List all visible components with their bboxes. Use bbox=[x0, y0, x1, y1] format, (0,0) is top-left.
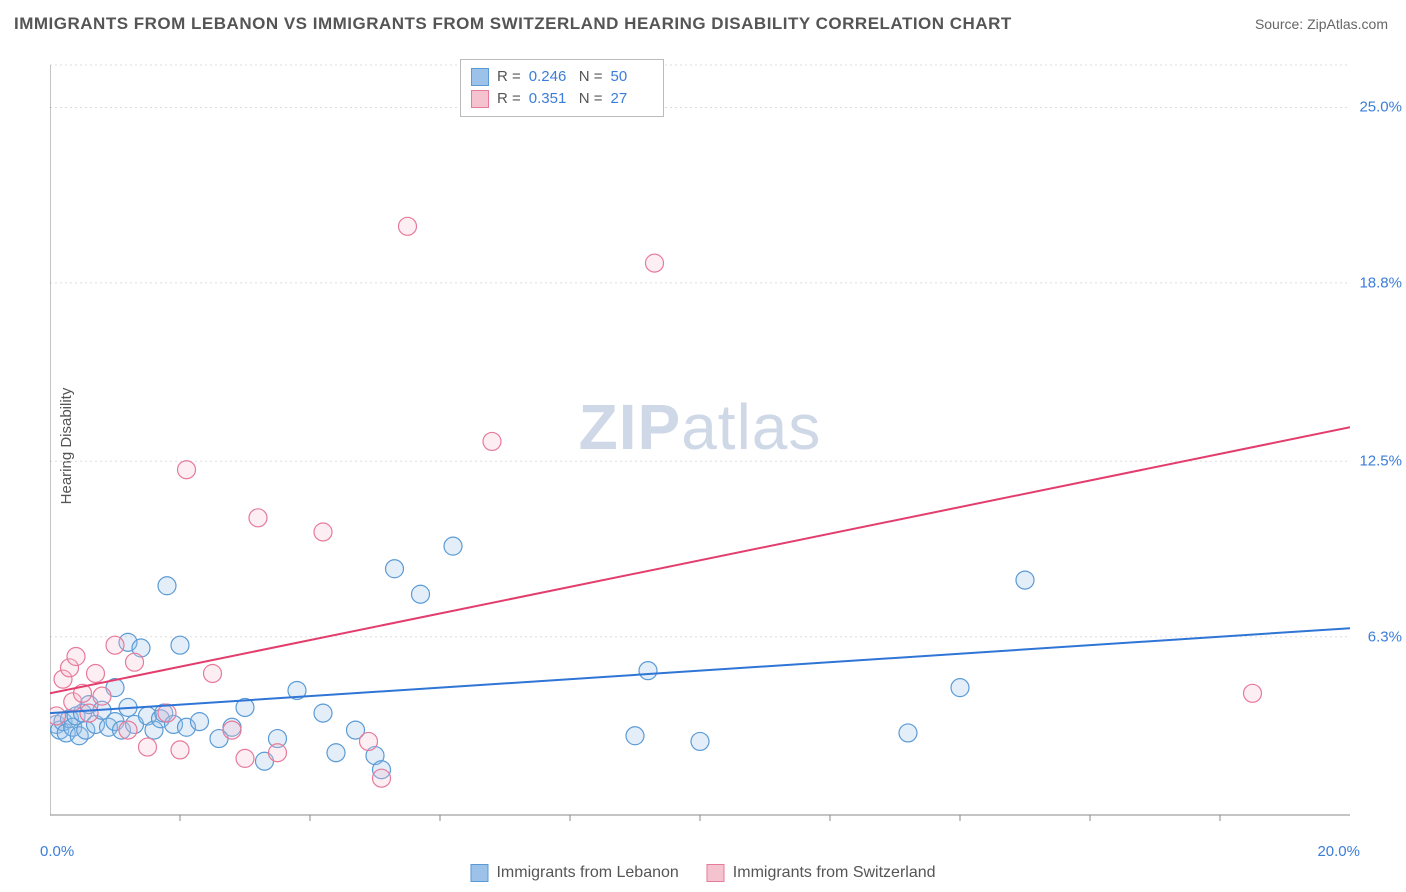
legend-swatch bbox=[470, 864, 488, 882]
legend-r-value: 0.246 bbox=[529, 66, 571, 88]
legend-swatch bbox=[471, 68, 489, 86]
legend-n-value: 50 bbox=[611, 66, 653, 88]
y-tick-label: 18.8% bbox=[1359, 274, 1402, 291]
legend-n-value: 27 bbox=[611, 88, 653, 110]
source-attribution: Source: ZipAtlas.com bbox=[1255, 16, 1388, 32]
y-tick-label: 12.5% bbox=[1359, 453, 1402, 470]
legend-r-value: 0.351 bbox=[529, 88, 571, 110]
series-legend-label: Immigrants from Lebanon bbox=[496, 864, 678, 882]
legend-swatch bbox=[471, 90, 489, 108]
legend-n-label: N = bbox=[579, 66, 603, 88]
legend-swatch bbox=[707, 864, 725, 882]
legend-row: R = 0.351 N = 27 bbox=[471, 88, 653, 110]
legend-row: R = 0.246 N = 50 bbox=[471, 66, 653, 88]
legend-n-label: N = bbox=[579, 88, 603, 110]
chart-title: IMMIGRANTS FROM LEBANON VS IMMIGRANTS FR… bbox=[14, 14, 1012, 34]
scatter-plot-svg bbox=[50, 55, 1350, 830]
legend-r-label: R = bbox=[497, 66, 521, 88]
x-axis-max-label: 20.0% bbox=[1317, 843, 1360, 860]
legend-r-label: R = bbox=[497, 88, 521, 110]
series-legend-item: Immigrants from Switzerland bbox=[707, 864, 936, 882]
y-tick-label: 25.0% bbox=[1359, 99, 1402, 116]
x-axis-min-label: 0.0% bbox=[40, 843, 74, 860]
correlation-legend: R = 0.246 N = 50 R = 0.351 N = 27 bbox=[460, 59, 664, 117]
series-legend-label: Immigrants from Switzerland bbox=[733, 864, 936, 882]
series-legend-item: Immigrants from Lebanon bbox=[470, 864, 678, 882]
y-tick-label: 6.3% bbox=[1368, 628, 1402, 645]
series-legend: Immigrants from Lebanon Immigrants from S… bbox=[470, 864, 935, 882]
chart-area: ZIPatlas R =0.246N =50R =0.351N =27 6.3%… bbox=[50, 55, 1350, 830]
